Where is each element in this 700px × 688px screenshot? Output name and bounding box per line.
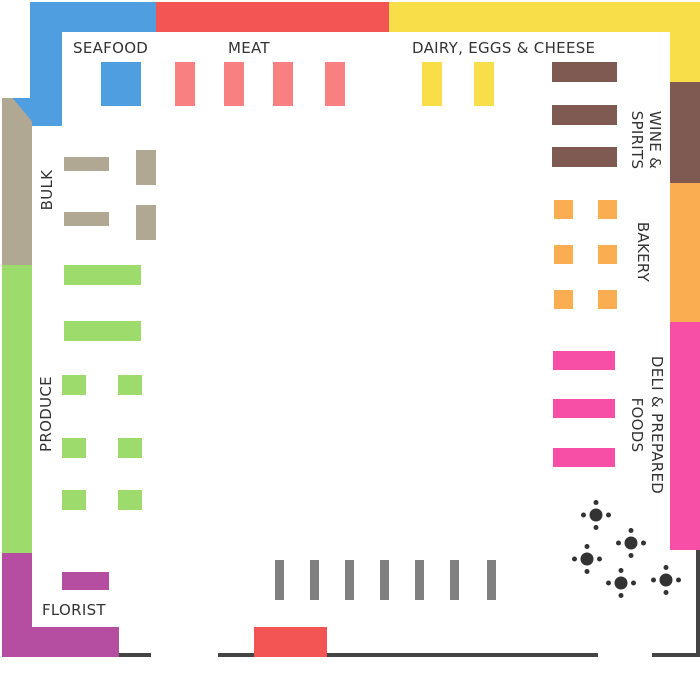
bulk-bin — [136, 150, 156, 185]
bakery-table — [554, 200, 573, 219]
meat-case — [175, 62, 195, 106]
produce-label: PRODUCE — [37, 376, 55, 452]
register-icon — [275, 560, 284, 600]
bakery-table — [598, 245, 617, 264]
meat-case — [325, 62, 345, 106]
front-wall-left — [119, 653, 151, 657]
deli-wall — [670, 322, 700, 550]
bulk-bin — [64, 157, 109, 171]
table-seating-icon — [606, 568, 636, 598]
wine-shelf — [552, 147, 617, 167]
bulk-bin — [136, 205, 156, 240]
bakery-table — [554, 245, 573, 264]
produce-table — [64, 321, 141, 341]
right-wall-lower — [696, 550, 700, 657]
produce-bin — [62, 490, 86, 510]
bakery-table — [598, 290, 617, 309]
register-icon — [487, 560, 496, 600]
register-icon — [310, 560, 319, 600]
produce-bin — [62, 375, 86, 395]
bulk-bin — [64, 212, 109, 226]
dairy-label: DAIRY, EGGS & CHEESE — [412, 39, 596, 57]
wine-wall — [670, 82, 700, 183]
register-icon — [380, 560, 389, 600]
entrance-mat — [254, 627, 327, 657]
florist-label: FLORIST — [42, 601, 106, 619]
meat-wall — [156, 2, 389, 32]
register-icon — [415, 560, 424, 600]
wine-shelf — [552, 105, 617, 125]
wine-label: WINE & SPIRITS — [628, 110, 664, 170]
meat-case — [224, 62, 244, 106]
produce-wall — [2, 265, 32, 553]
bulk-label: BULK — [38, 169, 56, 211]
meat-label: MEAT — [228, 39, 270, 57]
bakery-label: BAKERY — [634, 221, 652, 283]
table-seating-icon — [651, 565, 681, 595]
deli-label: DELI & PREPARED FOODS — [628, 355, 666, 495]
produce-bin — [118, 490, 142, 510]
seafood-case — [101, 62, 141, 106]
deli-counter — [553, 351, 615, 370]
front-wall-far-right — [652, 653, 700, 657]
table-seating-icon — [572, 544, 602, 574]
produce-table — [64, 265, 141, 285]
register-icon — [345, 560, 354, 600]
bakery-wall — [670, 183, 700, 322]
register-icon — [450, 560, 459, 600]
dairy-case — [422, 62, 442, 106]
produce-bin — [118, 375, 142, 395]
deli-counter — [553, 399, 615, 418]
seafood-label: SEAFOOD — [73, 39, 149, 57]
florist-display — [62, 572, 109, 590]
deli-counter — [553, 448, 615, 467]
produce-bin — [62, 438, 86, 458]
wine-shelf — [552, 62, 617, 82]
dairy-case — [474, 62, 494, 106]
bakery-table — [598, 200, 617, 219]
front-wall-right — [218, 653, 598, 657]
bakery-table — [554, 290, 573, 309]
bulk-wall — [2, 98, 32, 265]
produce-bin — [118, 438, 142, 458]
meat-case — [273, 62, 293, 106]
table-seating-icon — [616, 528, 646, 558]
table-seating-icon — [581, 500, 611, 530]
